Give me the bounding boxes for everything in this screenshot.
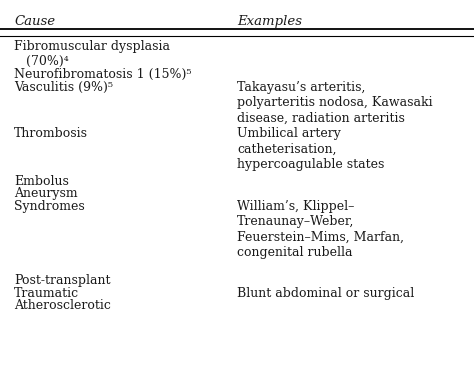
Text: Thrombosis: Thrombosis	[14, 127, 88, 140]
Text: Embolus: Embolus	[14, 175, 69, 188]
Text: Blunt abdominal or surgical: Blunt abdominal or surgical	[237, 287, 414, 299]
Text: Atherosclerotic: Atherosclerotic	[14, 299, 111, 312]
Text: Vasculitis (9%)⁵: Vasculitis (9%)⁵	[14, 81, 113, 94]
Text: William’s, Klippel–
Trenaunay–Weber,
Feuerstein–Mims, Marfan,
congenital rubella: William’s, Klippel– Trenaunay–Weber, Feu…	[237, 200, 404, 260]
Text: Takayasu’s arteritis,
polyarteritis nodosa, Kawasaki
disease, radiation arteriti: Takayasu’s arteritis, polyarteritis nodo…	[237, 81, 433, 125]
Text: Neurofibromatosis 1 (15%)⁵: Neurofibromatosis 1 (15%)⁵	[14, 68, 191, 81]
Text: Syndromes: Syndromes	[14, 200, 85, 213]
Text: Examples: Examples	[237, 15, 302, 28]
Text: Umbilical artery
catheterisation,
hypercoagulable states: Umbilical artery catheterisation, hyperc…	[237, 127, 384, 171]
Text: Post-transplant: Post-transplant	[14, 274, 111, 287]
Text: Fibromuscular dysplasia
   (70%)⁴: Fibromuscular dysplasia (70%)⁴	[14, 40, 170, 68]
Text: Aneurysm: Aneurysm	[14, 187, 78, 200]
Text: Cause: Cause	[14, 15, 55, 28]
Text: Traumatic: Traumatic	[14, 287, 79, 299]
